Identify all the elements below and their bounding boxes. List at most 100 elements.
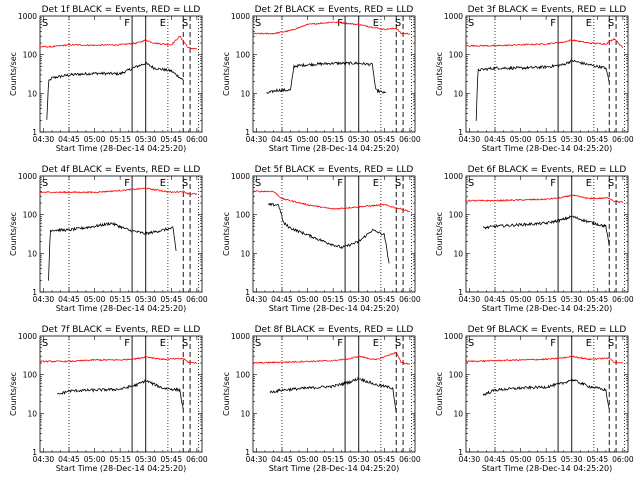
x-tick-label: 05:15 bbox=[109, 455, 131, 464]
event-label: E bbox=[586, 338, 592, 349]
panel-title: Det 4f BLACK = Events, RED = LLD bbox=[42, 165, 201, 175]
lld-series-line bbox=[465, 37, 624, 49]
y-tick-label: 1 bbox=[458, 128, 463, 137]
x-tick-label: 06:00 bbox=[612, 295, 634, 304]
corner-label: S bbox=[255, 178, 261, 189]
x-tick-label: 04:45 bbox=[58, 135, 80, 144]
y-tick-label: 1 bbox=[32, 448, 37, 457]
y-tick-label: 10 bbox=[27, 89, 37, 98]
x-tick-label: 04:30 bbox=[33, 295, 55, 304]
plot-frame bbox=[465, 335, 629, 453]
events-series-line bbox=[57, 378, 184, 410]
y-axis-label: Counts/sec bbox=[9, 372, 18, 416]
y-axis-label: Counts/sec bbox=[435, 212, 444, 256]
y-tick-label: 100 bbox=[23, 51, 38, 60]
events-series-line bbox=[266, 61, 387, 94]
x-tick-label: 06:00 bbox=[186, 295, 208, 304]
y-tick-label: 10 bbox=[27, 409, 37, 418]
event-label: E bbox=[586, 18, 592, 29]
panel-det-4f: Det 4f BLACK = Events, RED = LLD 1 10 100 10… bbox=[9, 165, 208, 313]
corner-label: S bbox=[255, 338, 261, 349]
x-tick-label: 05:45 bbox=[586, 295, 608, 304]
y-tick-label: 1000 bbox=[444, 12, 463, 21]
panel-det-5f: Det 5f BLACK = Events, RED = LLD 1 10 100 10… bbox=[222, 165, 421, 313]
event-label: E bbox=[373, 338, 379, 349]
panel-title: Det 1f BLACK = Events, RED = LLD bbox=[42, 5, 201, 15]
panel-title: Det 5f BLACK = Events, RED = LLD bbox=[255, 165, 414, 175]
plot-frame bbox=[252, 175, 416, 293]
x-tick-label: 04:45 bbox=[484, 455, 506, 464]
event-label: S bbox=[608, 178, 614, 189]
y-tick-label: 10 bbox=[453, 89, 463, 98]
corner-label: S bbox=[42, 178, 48, 189]
corner-label: S bbox=[42, 338, 48, 349]
x-axis-label: Start Time (28-Dec-14 04:25:20) bbox=[482, 464, 613, 473]
x-tick-label: 04:30 bbox=[246, 295, 268, 304]
y-tick-label: 100 bbox=[23, 211, 38, 220]
x-tick-label: 05:30 bbox=[348, 455, 370, 464]
y-tick-label: 1 bbox=[458, 448, 463, 457]
event-label: S bbox=[395, 18, 401, 29]
events-series-line bbox=[475, 59, 610, 121]
x-tick-label: 05:15 bbox=[535, 455, 557, 464]
x-axis-label: Start Time (28-Dec-14 04:25:20) bbox=[269, 144, 400, 153]
event-label: E bbox=[160, 18, 166, 29]
y-tick-label: 10 bbox=[27, 249, 37, 258]
y-tick-label: 100 bbox=[23, 371, 38, 380]
x-tick-label: 05:00 bbox=[84, 135, 106, 144]
plot-frame bbox=[465, 15, 629, 133]
x-tick-label: 04:45 bbox=[484, 135, 506, 144]
x-tick-label: 05:00 bbox=[510, 455, 532, 464]
y-axis-label: Counts/sec bbox=[222, 52, 231, 96]
panel-det-9f: Det 9f BLACK = Events, RED = LLD 1 10 100 10… bbox=[435, 325, 634, 473]
y-tick-label: 1000 bbox=[231, 332, 250, 341]
plot-frame bbox=[39, 15, 203, 133]
event-label: S bbox=[395, 338, 401, 349]
x-axis-label: Start Time (28-Dec-14 04:25:20) bbox=[56, 144, 187, 153]
x-tick-label: 05:45 bbox=[586, 135, 608, 144]
y-tick-label: 1000 bbox=[444, 172, 463, 181]
y-tick-label: 1000 bbox=[444, 332, 463, 341]
lld-series-line bbox=[465, 354, 624, 364]
x-tick-label: 04:30 bbox=[246, 455, 268, 464]
lld-series-line bbox=[39, 356, 198, 364]
y-axis-label: Counts/sec bbox=[435, 52, 444, 96]
x-tick-label: 05:30 bbox=[135, 135, 157, 144]
x-tick-label: 06:00 bbox=[612, 455, 634, 464]
panel-det-2f: Det 2f BLACK = Events, RED = LLD 1 10 100 10… bbox=[222, 5, 421, 153]
x-axis-label: Start Time (28-Dec-14 04:25:20) bbox=[56, 464, 187, 473]
y-tick-label: 10 bbox=[453, 409, 463, 418]
corner-label: S bbox=[255, 18, 261, 29]
x-tick-label: 05:00 bbox=[510, 135, 532, 144]
y-tick-label: 1000 bbox=[231, 12, 250, 21]
y-tick-label: 1 bbox=[32, 128, 37, 137]
lld-series-line bbox=[252, 351, 411, 365]
event-label: S bbox=[182, 338, 188, 349]
panel-det-7f: Det 7f BLACK = Events, RED = LLD 1 10 100 10… bbox=[9, 325, 208, 473]
y-tick-label: 1000 bbox=[231, 172, 250, 181]
x-tick-label: 05:45 bbox=[160, 135, 182, 144]
event-label: E bbox=[373, 18, 379, 29]
event-label: S bbox=[182, 178, 188, 189]
y-tick-label: 10 bbox=[240, 409, 250, 418]
panel-title: Det 3f BLACK = Events, RED = LLD bbox=[468, 5, 627, 15]
x-tick-label: 05:15 bbox=[322, 295, 344, 304]
y-tick-label: 100 bbox=[236, 371, 251, 380]
x-tick-label: 06:00 bbox=[399, 135, 421, 144]
x-tick-label: 05:45 bbox=[160, 295, 182, 304]
event-label: F bbox=[124, 178, 130, 189]
x-tick-label: 04:45 bbox=[58, 455, 80, 464]
event-label: S bbox=[395, 178, 401, 189]
x-tick-label: 04:30 bbox=[246, 135, 268, 144]
x-axis-label: Start Time (28-Dec-14 04:25:20) bbox=[482, 304, 613, 313]
event-label: F bbox=[550, 338, 556, 349]
events-series-line bbox=[46, 61, 184, 120]
y-tick-label: 100 bbox=[449, 371, 464, 380]
x-tick-label: 05:45 bbox=[373, 455, 395, 464]
panel-title: Det 2f BLACK = Events, RED = LLD bbox=[255, 5, 414, 15]
y-axis-label: Counts/sec bbox=[435, 372, 444, 416]
corner-label: S bbox=[468, 178, 474, 189]
y-tick-label: 1 bbox=[458, 288, 463, 297]
x-tick-label: 06:00 bbox=[186, 455, 208, 464]
panel-det-1f: Det 1f BLACK = Events, RED = LLD 1 10 100 10… bbox=[9, 5, 208, 153]
